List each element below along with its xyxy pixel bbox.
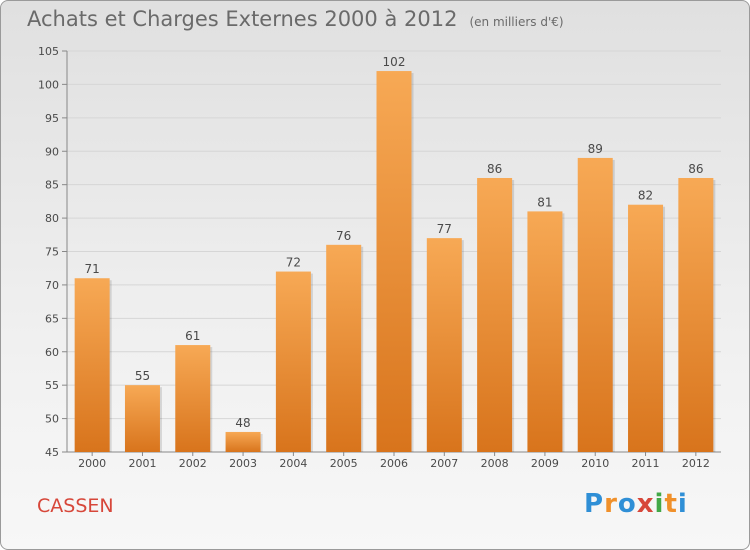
x-tick-label: 2010	[581, 457, 609, 470]
logo-letter: P	[584, 489, 605, 519]
x-tick-label: 2001	[128, 457, 156, 470]
data-label: 72	[286, 256, 301, 270]
x-tick-label: 2006	[380, 457, 408, 470]
bar	[477, 177, 513, 452]
x-tick-label: 2011	[632, 457, 660, 470]
y-tick-label: 65	[45, 312, 59, 325]
logo-letter: o	[617, 489, 637, 519]
bar	[275, 271, 311, 452]
x-tick-label: 2005	[330, 457, 358, 470]
bar	[628, 204, 664, 452]
bar	[74, 278, 110, 452]
logo-letter: t	[664, 489, 678, 519]
y-tick-label: 70	[45, 279, 59, 292]
unit-note: (en milliers d'€)	[469, 15, 564, 29]
commune-name: CASSEN	[37, 495, 114, 517]
logo-letter: x	[636, 489, 655, 519]
y-tick-label: 55	[45, 379, 59, 392]
bar	[527, 211, 563, 452]
y-tick-label: 95	[45, 112, 59, 125]
data-label: 48	[235, 416, 250, 430]
y-tick-label: 60	[45, 346, 59, 359]
data-label: 81	[537, 195, 552, 209]
logo-letter: r	[604, 489, 618, 519]
x-tick-label: 2009	[531, 457, 559, 470]
x-tick-label: 2000	[78, 457, 106, 470]
data-label: 86	[688, 162, 703, 176]
bar	[678, 177, 714, 452]
data-label: 89	[588, 142, 603, 156]
y-tick-label: 45	[45, 446, 59, 459]
logo-letter: i	[677, 489, 688, 519]
title-text: Achats et Charges Externes 2000 à 2012	[27, 7, 458, 31]
y-tick-label: 105	[38, 45, 59, 58]
data-label: 86	[487, 162, 502, 176]
x-tick-label: 2003	[229, 457, 257, 470]
x-tick-label: 2004	[279, 457, 307, 470]
bar	[426, 238, 462, 452]
bar	[326, 244, 362, 452]
bar	[577, 157, 613, 452]
chart-title: Achats et Charges Externes 2000 à 2012 (e…	[27, 7, 564, 31]
proxiti-logo: Proxiti	[584, 489, 688, 519]
logo-letter: i	[654, 489, 665, 519]
bar	[225, 431, 261, 452]
x-tick-label: 2007	[430, 457, 458, 470]
data-label: 55	[135, 369, 150, 383]
data-label: 77	[437, 222, 452, 236]
bar	[376, 71, 412, 453]
bar	[175, 345, 211, 452]
y-tick-label: 75	[45, 246, 59, 259]
data-label: 71	[85, 262, 100, 276]
y-tick-label: 80	[45, 212, 59, 225]
x-tick-label: 2012	[682, 457, 710, 470]
data-label: 102	[383, 55, 406, 69]
data-label: 61	[185, 329, 200, 343]
bar	[124, 385, 160, 452]
y-tick-label: 90	[45, 145, 59, 158]
x-tick-label: 2002	[179, 457, 207, 470]
data-label: 82	[638, 189, 653, 203]
y-tick-label: 100	[38, 78, 59, 91]
x-tick-label: 2008	[481, 457, 509, 470]
y-tick-label: 85	[45, 179, 59, 192]
data-label: 76	[336, 229, 351, 243]
y-tick-label: 50	[45, 413, 59, 426]
